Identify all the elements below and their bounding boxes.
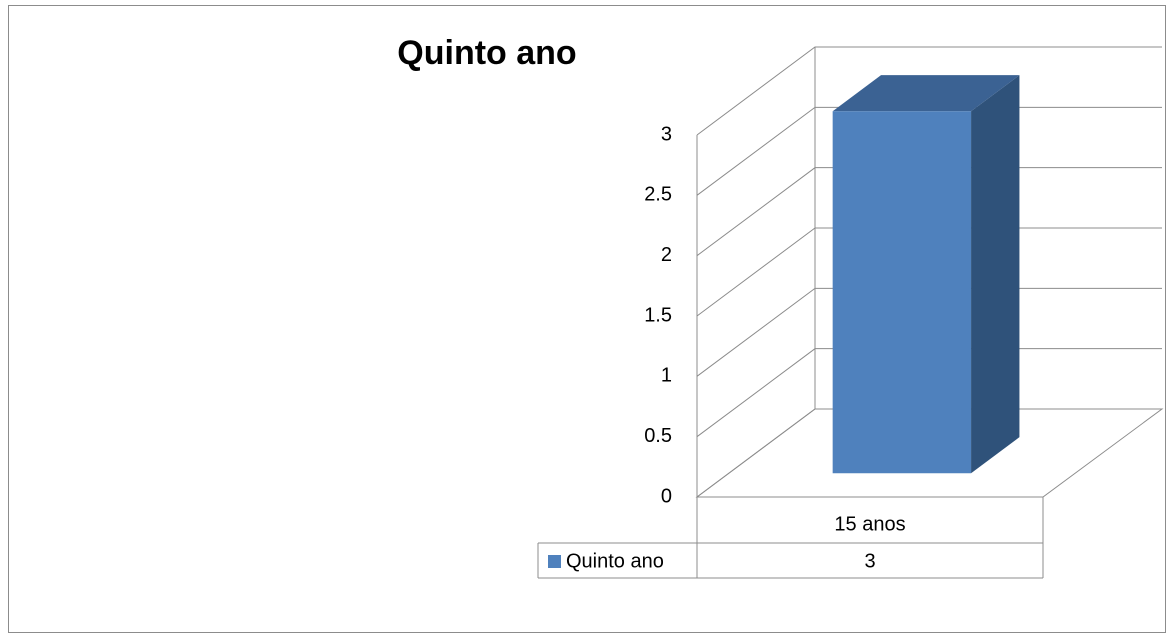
y-tick-label: 1.5 bbox=[644, 304, 672, 326]
chart-title: Quinto ano bbox=[397, 34, 576, 72]
y-tick-label: 1 bbox=[661, 365, 672, 387]
grid-line bbox=[696, 227, 1162, 317]
grid-line bbox=[696, 408, 1162, 498]
grid-line bbox=[696, 106, 1162, 196]
bar bbox=[832, 75, 1020, 474]
grid-line bbox=[696, 287, 1162, 377]
y-tick-label: 2 bbox=[661, 244, 672, 266]
bar-front bbox=[832, 111, 972, 474]
grid-line bbox=[696, 348, 1162, 438]
bar-side bbox=[971, 75, 1020, 474]
legend-label: Quinto ano bbox=[566, 550, 664, 572]
grid-line bbox=[696, 46, 1162, 136]
legend-swatch bbox=[548, 555, 561, 568]
bar-top bbox=[832, 75, 1020, 112]
y-tick-label: 3 bbox=[661, 123, 672, 145]
table-value: 3 bbox=[864, 550, 875, 572]
y-tick-label: 2.5 bbox=[644, 184, 672, 206]
y-tick-label: 0.5 bbox=[644, 425, 672, 447]
x-tick-label: 15 anos bbox=[834, 513, 905, 535]
grid-line bbox=[696, 167, 1162, 257]
y-tick-label: 0 bbox=[661, 485, 672, 507]
